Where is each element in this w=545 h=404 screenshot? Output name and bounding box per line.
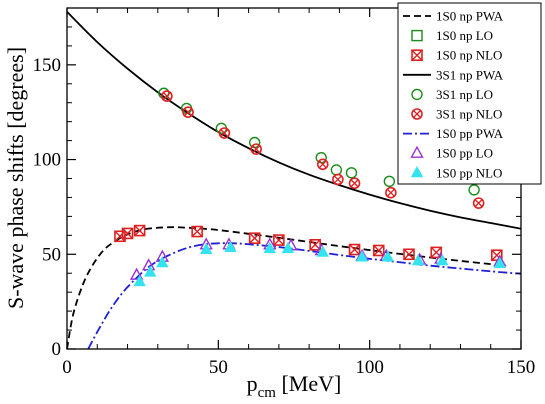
data-point-1s0-pp-nlo <box>133 274 146 287</box>
legend-marker-swatch <box>411 29 423 42</box>
data-point-1s0-pp-nlo <box>281 241 295 253</box>
data-point-1s0-pp-nlo <box>316 245 329 257</box>
data-point-3s1-np-nlo <box>250 143 262 155</box>
data-point-3s1-np-nlo <box>182 106 194 118</box>
y-tick-label: 150 <box>33 55 62 76</box>
data-point-1s0-np-nlo <box>273 234 285 246</box>
data-point-1s0-np-nlo <box>248 232 261 244</box>
data-point-3s1-np-lo <box>248 136 261 149</box>
data-point-1s0-np-nlo <box>121 227 134 240</box>
y-axis-title: S-wave phase shifts [degrees] <box>3 47 28 309</box>
data-point-1s0-pp-nlo <box>156 255 169 268</box>
legend-label: 1S0 np NLO <box>436 48 502 63</box>
data-point-3s1-np-nlo <box>316 158 329 171</box>
legend-marker-swatch <box>411 88 423 101</box>
series-line-1s0-pp-pwa <box>87 242 522 350</box>
data-point-1s0-np-nlo <box>114 230 126 243</box>
y-tick-label: 50 <box>42 244 61 265</box>
legend-marker-swatch <box>411 108 423 120</box>
legend-marker-swatch <box>410 165 424 178</box>
plot-data-layer <box>66 11 522 350</box>
x-tick-label: 50 <box>209 357 228 378</box>
data-point-1s0-pp-nlo <box>436 254 449 266</box>
data-point-1s0-pp-nlo <box>263 241 276 253</box>
legend-entry-1s0-np-lo: 1S0 np LO <box>411 28 493 43</box>
series-1s0-pp-lo <box>129 237 507 280</box>
x-tick-label: 150 <box>507 357 536 378</box>
data-point-1s0-np-nlo <box>133 224 146 237</box>
data-point-3s1-np-lo <box>468 184 480 196</box>
legend-label: 1S0 pp PWA <box>436 126 504 141</box>
data-point-3s1-np-nlo <box>348 177 361 190</box>
legend-entry-1s0-pp-nlo: 1S0 pp NLO <box>410 165 502 180</box>
y-tick-label: 0 <box>52 339 62 360</box>
data-point-1s0-pp-nlo <box>381 250 395 262</box>
series-3s1-np-nlo <box>161 90 485 209</box>
x-axis-title: pcm [MeV] <box>247 371 342 401</box>
legend-label: 1S0 np PWA <box>436 9 504 24</box>
data-point-3s1-np-nlo <box>332 173 344 186</box>
legend-marker-swatch <box>411 49 423 62</box>
legend-label: 1S0 np LO <box>436 28 493 43</box>
x-tick-label: 100 <box>355 357 384 378</box>
data-point-3s1-np-nlo <box>472 197 485 209</box>
legend-entry-3s1-np-pwa: 3S1 np PWA <box>403 67 504 82</box>
data-point-1s0-pp-nlo <box>144 265 157 277</box>
data-point-1s0-pp-nlo <box>224 240 237 253</box>
legend-label: 3S1 np PWA <box>436 67 504 82</box>
data-point-1s0-pp-nlo <box>200 242 213 254</box>
series-1s0-np-nlo <box>114 224 503 262</box>
series-line-3s1-np-pwa <box>66 11 522 230</box>
data-point-1s0-pp-nlo <box>411 254 425 266</box>
data-point-3s1-np-lo <box>330 164 343 176</box>
series-1s0-pp-nlo <box>133 240 506 287</box>
legend-label: 1S0 pp NLO <box>436 165 502 180</box>
legend-marker-swatch <box>410 145 424 158</box>
x-axis-title-unit: [MeV] <box>276 371 341 396</box>
y-tick-label: 100 <box>33 150 62 171</box>
data-point-1s0-pp-lo <box>129 267 144 280</box>
data-point-3s1-np-lo <box>383 175 396 188</box>
data-point-1s0-np-nlo <box>348 243 361 256</box>
legend-label: 3S1 np NLO <box>436 107 502 122</box>
data-point-1s0-np-nlo <box>403 248 415 261</box>
legend-entry-3s1-np-lo: 3S1 np LO <box>411 87 493 102</box>
legend: 1S0 np PWA 1S0 np LO 1S0 np NLO 3S1 np PWA 3… <box>397 2 542 185</box>
x-tick-label: 0 <box>62 357 72 378</box>
data-point-3s1-np-lo <box>315 151 327 164</box>
axis-ticks: 0 50 100 150 0 50 100 150 <box>33 8 536 378</box>
data-point-1s0-np-nlo <box>372 244 385 257</box>
legend-label: 1S0 pp LO <box>436 146 493 161</box>
data-point-1s0-pp-nlo <box>493 256 506 269</box>
x-axis-title-subscript: cm <box>258 385 277 401</box>
data-point-1s0-np-nlo <box>191 225 203 238</box>
legend-label: 3S1 np LO <box>436 87 493 102</box>
legend-entry-1s0-np-nlo: 1S0 np NLO <box>411 48 502 63</box>
data-point-3s1-np-nlo <box>218 127 231 139</box>
legend-entry-1s0-pp-pwa: 1S0 pp PWA <box>403 126 504 141</box>
data-point-3s1-np-nlo <box>385 186 397 199</box>
data-point-3s1-np-lo <box>345 167 358 179</box>
legend-entry-1s0-np-pwa: 1S0 np PWA <box>403 9 504 24</box>
x-axis-title-main: p <box>247 371 258 396</box>
series-1s0-pp-pwa <box>87 242 522 350</box>
data-point-1s0-pp-nlo <box>355 250 369 262</box>
legend-entry-1s0-pp-lo: 1S0 pp LO <box>410 145 493 161</box>
data-point-3s1-np-nlo <box>161 90 173 102</box>
legend-entry-3s1-np-nlo: 3S1 np NLO <box>411 107 502 122</box>
series-3s1-np-pwa <box>66 11 522 230</box>
